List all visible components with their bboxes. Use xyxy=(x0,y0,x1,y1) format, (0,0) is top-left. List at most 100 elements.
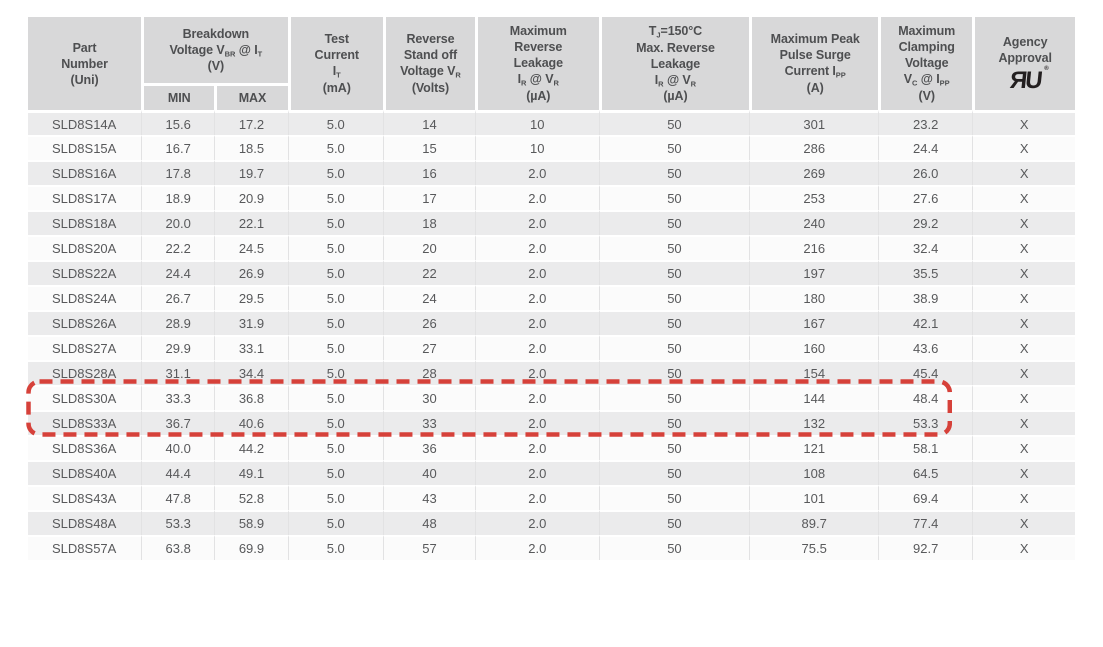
data-cell: 144 xyxy=(749,385,879,410)
data-cell: 20 xyxy=(382,235,476,260)
data-cell: 18.5 xyxy=(214,135,288,160)
header-line: (V) xyxy=(918,88,935,103)
data-cell: 40.6 xyxy=(214,410,288,435)
data-cell: 49.1 xyxy=(214,460,288,485)
part-number-cell: SLD8S30A xyxy=(28,385,142,410)
header-line: (µA) xyxy=(663,89,688,104)
header-line: (Uni) xyxy=(70,72,99,87)
data-cell: 36.7 xyxy=(141,410,215,435)
table-row: SLD8S36A 40.0 44.2 5.0 36 2.0 50 121 58.1 X xyxy=(28,435,1075,460)
header-line: Approval xyxy=(998,51,1052,65)
data-cell: 29.9 xyxy=(141,335,215,360)
data-cell: 50 xyxy=(598,510,750,535)
data-cell: X xyxy=(972,160,1075,185)
data-cell: 33.1 xyxy=(214,335,288,360)
data-cell: 28 xyxy=(382,360,476,385)
data-cell: X xyxy=(972,510,1075,535)
data-cell: 17.2 xyxy=(214,110,288,135)
data-cell: 50 xyxy=(598,160,750,185)
data-cell: 40 xyxy=(382,460,476,485)
data-cell: 57 xyxy=(382,535,476,560)
col-header-max-reverse-leakage: Maximum Reverse Leakage IR @ VR (µA) xyxy=(475,17,599,110)
data-cell: 286 xyxy=(749,135,879,160)
part-number-cell: SLD8S24A xyxy=(28,285,142,310)
data-cell: 5.0 xyxy=(287,535,383,560)
header-line: Max. Reverse xyxy=(636,40,715,55)
table-header: Part Number (Uni) Breakdown Voltage VBR @ IT… xyxy=(28,17,1075,110)
header-line: (V) xyxy=(207,59,225,74)
col-header-agency-approval: Agency Approval ЯU ® xyxy=(972,17,1075,110)
data-cell: 22 xyxy=(382,260,476,285)
header-line: IR @ VR xyxy=(517,72,559,88)
data-cell: 28.9 xyxy=(141,310,215,335)
data-cell: 24.4 xyxy=(141,260,215,285)
data-cell: 5.0 xyxy=(287,260,383,285)
header-line: VC @ IPP xyxy=(903,72,950,88)
data-cell: 27.6 xyxy=(878,185,973,210)
data-cell: 167 xyxy=(749,310,879,335)
col-header-reverse-standoff-voltage: Reverse Stand off Voltage VR (Volts) xyxy=(382,17,476,110)
header-line: Pulse Surge xyxy=(779,48,851,63)
data-cell: 50 xyxy=(598,210,750,235)
table-row: SLD8S33A 36.7 40.6 5.0 33 2.0 50 132 53.3 X xyxy=(28,410,1075,435)
part-number-cell: SLD8S18A xyxy=(28,210,142,235)
data-cell: 48.4 xyxy=(878,385,973,410)
data-cell: 36.8 xyxy=(214,385,288,410)
table-row: SLD8S48A 53.3 58.9 5.0 48 2.0 50 89.7 77.4 X xyxy=(28,510,1075,535)
data-cell: 121 xyxy=(749,435,879,460)
data-cell: 5.0 xyxy=(287,410,383,435)
header-line: IR @ VR xyxy=(654,72,697,88)
data-cell: X xyxy=(972,360,1075,385)
header-line: (mA) xyxy=(322,80,351,95)
data-cell: 20.0 xyxy=(141,210,215,235)
header-line: (Volts) xyxy=(411,80,450,95)
table-body: SLD8S14A 15.6 17.2 5.0 14 10 50 301 23.2 X SLD8S15… xyxy=(28,110,1075,560)
table-wrapper: Part Number (Uni) Breakdown Voltage VBR @ IT… xyxy=(26,17,1075,560)
data-cell: 22.1 xyxy=(214,210,288,235)
header-line: Reverse xyxy=(514,40,563,55)
data-cell: 29.5 xyxy=(214,285,288,310)
data-cell: 26.0 xyxy=(878,160,973,185)
table-row: SLD8S18A 20.0 22.1 5.0 18 2.0 50 240 29.2 X xyxy=(28,210,1075,235)
data-cell: 301 xyxy=(749,110,879,135)
header-line: TJ=150°C xyxy=(648,23,703,39)
part-number-cell: SLD8S28A xyxy=(28,360,142,385)
data-cell: 2.0 xyxy=(475,410,599,435)
header-line: Voltage xyxy=(904,56,949,71)
data-cell: 180 xyxy=(749,285,879,310)
header-line: Reverse xyxy=(406,32,455,47)
data-cell: 58.1 xyxy=(878,435,973,460)
data-cell: 40.0 xyxy=(141,435,215,460)
data-cell: 18 xyxy=(382,210,476,235)
data-cell: 45.4 xyxy=(878,360,973,385)
data-cell: 101 xyxy=(749,485,879,510)
data-cell: 5.0 xyxy=(287,485,383,510)
data-cell: 50 xyxy=(598,260,750,285)
data-cell: 5.0 xyxy=(287,210,383,235)
data-cell: 38.9 xyxy=(878,285,973,310)
data-cell: 18.9 xyxy=(141,185,215,210)
data-cell: 5.0 xyxy=(287,460,383,485)
header-line: Maximum xyxy=(898,24,956,39)
data-cell: 5.0 xyxy=(287,185,383,210)
col-header-part-number: Part Number (Uni) xyxy=(28,17,142,110)
data-cell: 2.0 xyxy=(475,435,599,460)
data-cell: 63.8 xyxy=(141,535,215,560)
part-number-cell: SLD8S40A xyxy=(28,460,142,485)
header-line: (µA) xyxy=(526,88,551,103)
data-cell: X xyxy=(972,410,1075,435)
data-cell: X xyxy=(972,335,1075,360)
table-row: SLD8S22A 24.4 26.9 5.0 22 2.0 50 197 35.5 X xyxy=(28,260,1075,285)
header-line: Current IPP xyxy=(784,64,846,80)
data-cell: 50 xyxy=(598,410,750,435)
data-cell: 64.5 xyxy=(878,460,973,485)
data-cell: X xyxy=(972,485,1075,510)
data-cell: X xyxy=(972,135,1075,160)
data-cell: 132 xyxy=(749,410,879,435)
data-cell: 14 xyxy=(382,110,476,135)
data-cell: 2.0 xyxy=(475,185,599,210)
header-line: Agency xyxy=(1002,35,1048,49)
data-cell: 69.9 xyxy=(214,535,288,560)
data-cell: X xyxy=(972,460,1075,485)
data-cell: 2.0 xyxy=(475,360,599,385)
